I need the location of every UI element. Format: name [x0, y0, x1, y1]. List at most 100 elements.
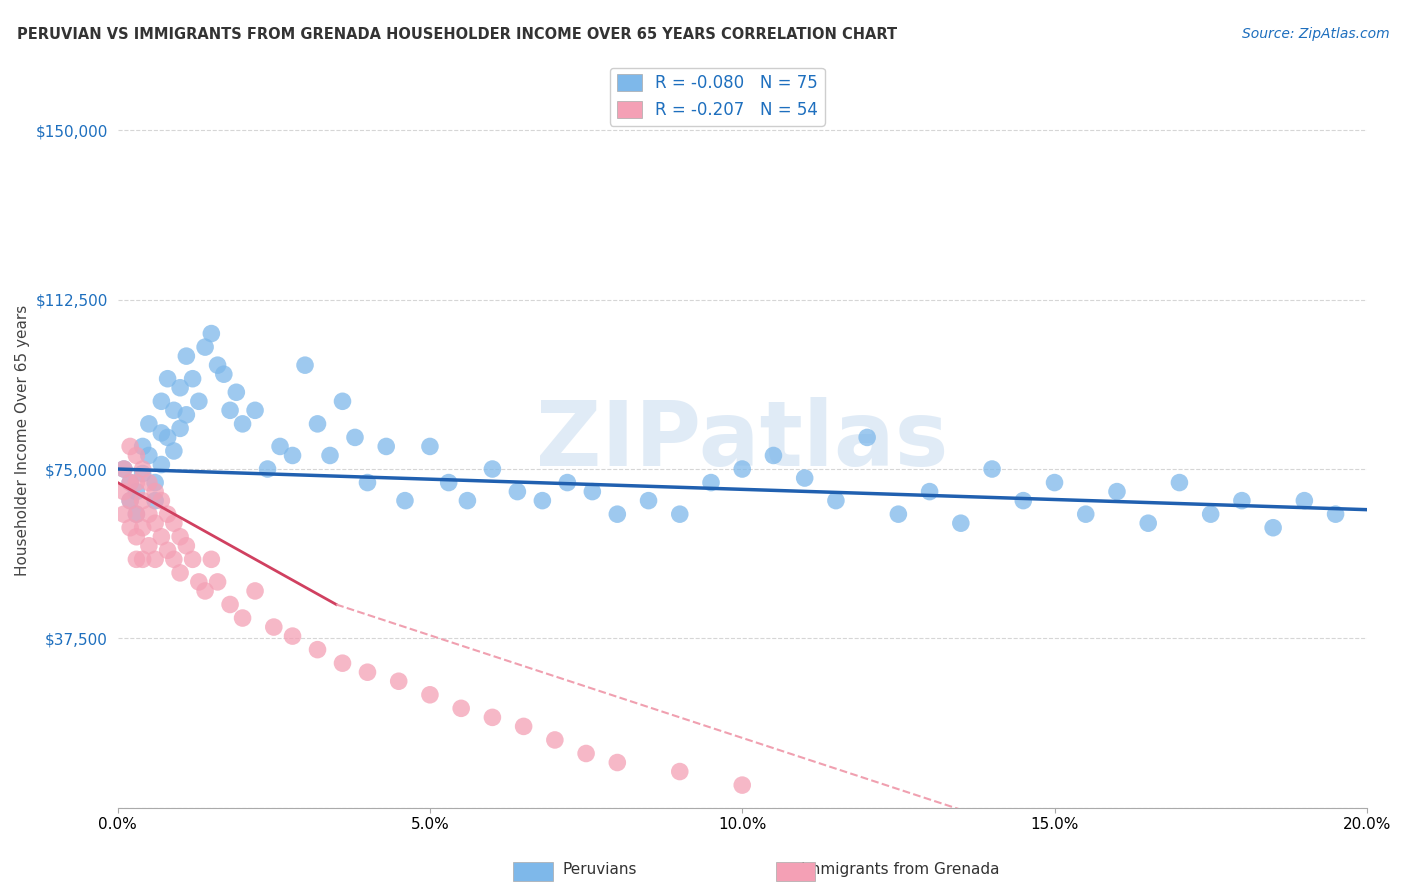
Legend: R = -0.080   N = 75, R = -0.207   N = 54: R = -0.080 N = 75, R = -0.207 N = 54 [610, 68, 824, 126]
Point [575, 747, 598, 761]
Point [512, 719, 534, 733]
Point [150, 530, 173, 544]
Point [243, 403, 266, 417]
Point [131, 552, 153, 566]
Point [1230, 493, 1253, 508]
Point [307, 417, 329, 431]
Point [375, 439, 398, 453]
Point [150, 425, 173, 440]
Point [332, 656, 354, 670]
Point [1105, 484, 1128, 499]
Point [112, 484, 135, 499]
Point [112, 462, 135, 476]
Point [731, 462, 754, 476]
Point [169, 381, 191, 395]
Point [668, 507, 690, 521]
Point [169, 421, 191, 435]
Point [150, 493, 173, 508]
Point [887, 507, 910, 521]
Point [187, 394, 209, 409]
Point [332, 394, 354, 409]
Point [793, 471, 815, 485]
Point [1012, 493, 1035, 508]
Text: Immigrants from Grenada: Immigrants from Grenada [801, 863, 1000, 877]
Point [138, 417, 160, 431]
Point [163, 403, 186, 417]
Point [1074, 507, 1097, 521]
Point [156, 430, 179, 444]
Point [163, 516, 186, 531]
Point [437, 475, 460, 490]
Point [200, 326, 222, 341]
Point [143, 493, 166, 508]
Point [668, 764, 690, 779]
Text: ZIPatlas: ZIPatlas [536, 397, 949, 484]
Point [138, 475, 160, 490]
Point [269, 439, 291, 453]
Point [450, 701, 472, 715]
Point [481, 462, 503, 476]
Point [150, 458, 173, 472]
Point [143, 516, 166, 531]
Point [176, 539, 198, 553]
Point [506, 484, 529, 499]
Point [120, 475, 142, 490]
Point [131, 467, 153, 481]
Point [825, 493, 848, 508]
Point [143, 475, 166, 490]
Point [606, 756, 628, 770]
Point [125, 530, 148, 544]
Point [219, 598, 242, 612]
Text: Source: ZipAtlas.com: Source: ZipAtlas.com [1241, 27, 1389, 41]
Point [544, 733, 567, 747]
Point [419, 439, 441, 453]
Point [343, 430, 366, 444]
Point [120, 493, 142, 508]
Point [176, 349, 198, 363]
Point [731, 778, 754, 792]
Point [138, 507, 160, 521]
Point [394, 493, 416, 508]
Point [176, 408, 198, 422]
Point [125, 449, 148, 463]
Point [131, 462, 153, 476]
Point [481, 710, 503, 724]
Point [700, 475, 723, 490]
Point [131, 521, 153, 535]
Point [319, 449, 342, 463]
Point [212, 368, 235, 382]
Point [762, 449, 785, 463]
Point [156, 543, 179, 558]
Point [1261, 521, 1284, 535]
Point [131, 493, 153, 508]
Point [531, 493, 554, 508]
Point [388, 674, 411, 689]
Point [918, 484, 941, 499]
Point [256, 462, 278, 476]
Point [112, 462, 135, 476]
Point [125, 475, 148, 490]
Point [181, 372, 204, 386]
Point [243, 583, 266, 598]
Point [181, 552, 204, 566]
Point [169, 566, 191, 580]
Point [606, 507, 628, 521]
Point [981, 462, 1004, 476]
Point [207, 574, 229, 589]
Point [281, 449, 304, 463]
Point [1043, 475, 1066, 490]
Point [120, 439, 142, 453]
Point [120, 493, 142, 508]
Point [949, 516, 972, 531]
Point [150, 394, 173, 409]
Point [156, 507, 179, 521]
Point [187, 574, 209, 589]
Point [120, 521, 142, 535]
Text: PERUVIAN VS IMMIGRANTS FROM GRENADA HOUSEHOLDER INCOME OVER 65 YEARS CORRELATION: PERUVIAN VS IMMIGRANTS FROM GRENADA HOUS… [17, 27, 897, 42]
Point [1137, 516, 1160, 531]
Point [207, 358, 229, 372]
Point [125, 484, 148, 499]
Point [294, 358, 316, 372]
Point [232, 417, 254, 431]
Point [138, 539, 160, 553]
